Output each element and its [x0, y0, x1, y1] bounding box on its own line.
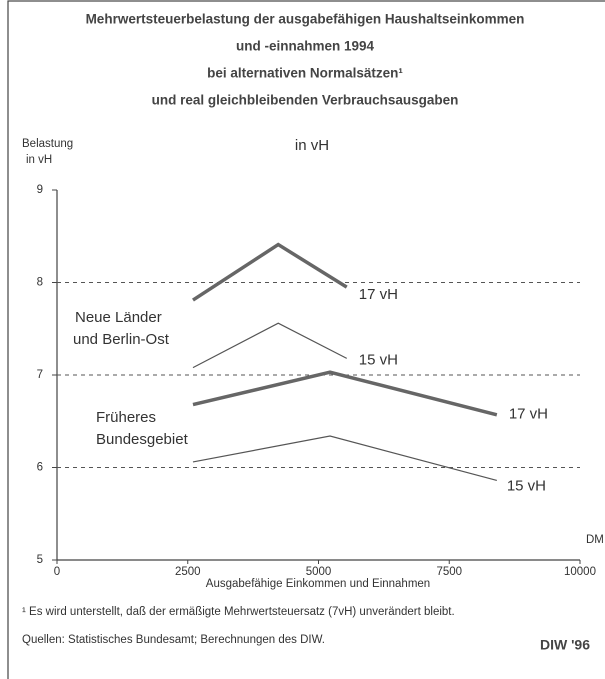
frame	[7, 0, 605, 679]
line	[192, 435, 497, 482]
x-tick-label: 5000	[306, 566, 332, 578]
group-label: Früheres	[96, 409, 156, 426]
credit: DIW '96	[540, 637, 590, 653]
chart-title: und -einnahmen 1994	[236, 39, 375, 54]
series-label: 15 vH	[507, 477, 546, 494]
series-label: 17 vH	[509, 406, 548, 423]
y-tick-label: 5	[37, 554, 43, 566]
chart-title: und real gleichbleibenden Verbrauchsausg…	[152, 93, 459, 108]
source: Quellen: Statistisches Bundesamt; Berech…	[22, 634, 325, 646]
y-tick-label: 7	[37, 369, 43, 381]
footnote: ¹ Es wird unterstellt, daß der ermäßigte…	[22, 606, 455, 618]
y-axis-label: in vH	[26, 154, 52, 166]
line	[192, 242, 348, 302]
group-label: Neue Länder	[75, 309, 162, 326]
y-tick-label: 9	[37, 184, 43, 196]
x-axis-label: Ausgabefähige Einkommen und Einnahmen	[206, 578, 430, 590]
x-tick-label: 10000	[564, 566, 596, 578]
y-axis-label: Belastung	[22, 138, 73, 150]
x-unit: DM	[586, 534, 604, 546]
series-label: 15 vH	[359, 351, 398, 368]
chart-title: bei alternativen Normalsätzen¹	[207, 66, 403, 81]
x-tick-label: 7500	[436, 566, 462, 578]
x-tick-label: 2500	[175, 566, 201, 578]
y-tick-label: 6	[37, 462, 43, 474]
chart-title: Mehrwertsteuerbelastung der ausgabefähig…	[86, 12, 525, 27]
subtitle: in vH	[295, 137, 329, 154]
series-label: 17 vH	[359, 286, 398, 303]
line	[192, 370, 498, 417]
group-label: und Berlin-Ost	[73, 331, 170, 348]
line	[192, 322, 348, 369]
y-tick-label: 8	[37, 277, 43, 289]
group-label: Bundesgebiet	[96, 431, 189, 448]
x-tick-label: 0	[54, 566, 60, 578]
